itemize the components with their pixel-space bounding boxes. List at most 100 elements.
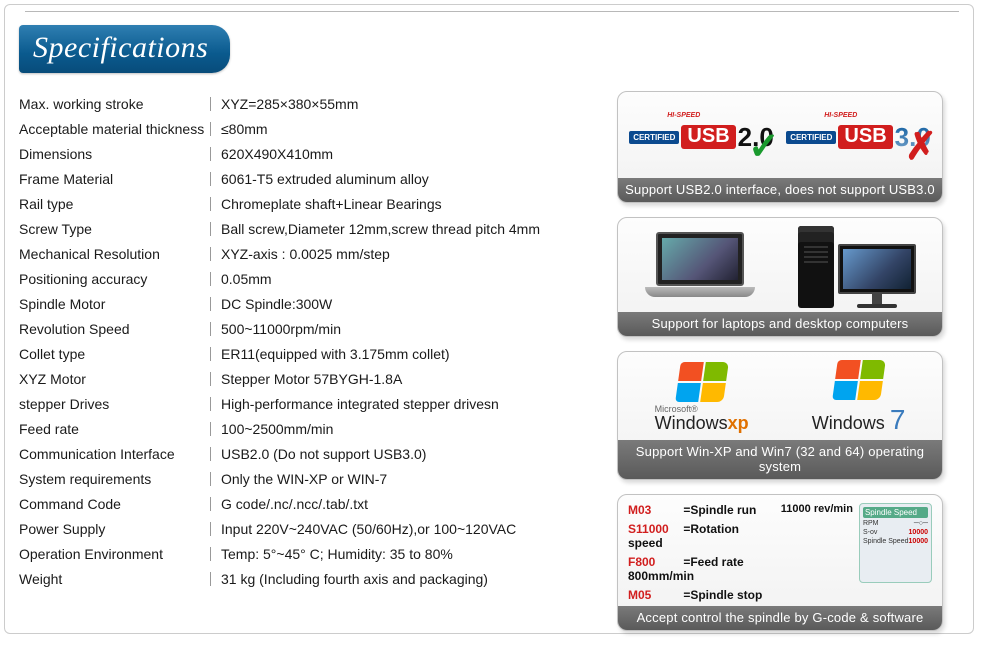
spec-row: Rail typeChromeplate shaft+Linear Bearin… xyxy=(19,191,599,216)
spec-value: 100~2500mm/min xyxy=(211,422,599,436)
cross-icon: ✗ xyxy=(905,124,937,169)
gcode-line: F800 =Feed rate 800mm/min xyxy=(628,555,775,583)
microsoft-label: Microsoft® xyxy=(655,406,749,413)
seven-suffix: 7 xyxy=(890,404,906,435)
windows-flag-icon xyxy=(832,360,886,400)
spec-value: Only the WIN-XP or WIN-7 xyxy=(211,472,599,486)
ss-value: 10000 xyxy=(909,538,928,545)
spec-label: Weight xyxy=(19,572,211,586)
spec-label: Max. working stroke xyxy=(19,97,211,111)
spec-label: Rail type xyxy=(19,197,211,211)
spec-label: Revolution Speed xyxy=(19,322,211,336)
spec-value: XYZ-axis : 0.0025 mm/step xyxy=(211,247,599,261)
spec-value: Temp: 5°~45° C; Humidity: 35 to 80% xyxy=(211,547,599,561)
spec-label: Dimensions xyxy=(19,147,211,161)
gcode-desc: =Spindle stop xyxy=(680,588,762,602)
spec-label: Acceptable material thickness xyxy=(19,122,211,136)
windows-label: Windows xyxy=(812,413,885,433)
top-divider xyxy=(25,11,959,12)
sov-label: S-ov xyxy=(863,529,877,536)
spec-row: Spindle Motor DC Spindle:300W xyxy=(19,291,599,316)
spec-label: Collet type xyxy=(19,347,211,361)
windows-flag-icon xyxy=(675,362,729,402)
spec-label: Communication Interface xyxy=(19,447,211,461)
gcode-cmd: M05 xyxy=(628,588,680,602)
spindle-panel: Spindle Speed RPM─○─ S-ov10000 Spindle S… xyxy=(859,503,932,583)
ss-label: Spindle Speed xyxy=(863,538,909,545)
spec-row: System requirements Only the WIN-XP or W… xyxy=(19,466,599,491)
spec-row: Collet type ER11(equipped with 3.175mm c… xyxy=(19,341,599,366)
page: Specifications Max. working strokeXYZ=28… xyxy=(4,4,974,634)
windows-xp-logo: Microsoft® Windowsxp xyxy=(655,362,749,434)
gcode-cmd: S11000 xyxy=(628,522,680,536)
certified-badge: CERTIFIED xyxy=(786,131,836,144)
gcode-line: S11000 =Rotation speed xyxy=(628,522,775,550)
spec-row: XYZ Motor Stepper Motor 57BYGH-1.8A xyxy=(19,366,599,391)
gcode-line: M05 =Spindle stop xyxy=(628,588,775,602)
card-usb-caption: Support USB2.0 interface, does not suppo… xyxy=(618,178,942,202)
spec-row: Weight 31 kg (Including fourth axis and … xyxy=(19,566,599,591)
spec-row: Operation Environment Temp: 5°~45° C; Hu… xyxy=(19,541,599,566)
spec-value: Input 220V~240VAC (50/60Hz),or 100~120VA… xyxy=(211,522,599,536)
spec-value: High-performance integrated stepper driv… xyxy=(211,397,599,411)
spec-value: XYZ=285×380×55mm xyxy=(211,97,599,111)
spec-row: Acceptable material thickness≤80mm xyxy=(19,116,599,141)
spec-label: Frame Material xyxy=(19,172,211,186)
spec-row: Revolution Speed 500~11000rpm/min xyxy=(19,316,599,341)
spec-row: Mechanical ResolutionXYZ-axis : 0.0025 m… xyxy=(19,241,599,266)
spec-value: 31 kg (Including fourth axis and packagi… xyxy=(211,572,599,586)
gcode-line: M03 =Spindle run xyxy=(628,503,775,517)
panel-title: Spindle Speed xyxy=(863,507,928,518)
card-computers: Support for laptops and desktop computer… xyxy=(617,217,943,337)
card-windows: Microsoft® Windowsxp Windows 7 Support W… xyxy=(617,351,943,480)
card-usb: HI-SPEED CERTIFIED USB 2.0 ✓ HI-SPEED CE… xyxy=(617,91,943,203)
spec-value: 620X490X410mm xyxy=(211,147,599,161)
gcode-desc: =Spindle run xyxy=(680,503,756,517)
spec-value: 6061-T5 extruded aluminum alloy xyxy=(211,172,599,186)
content-row: Max. working strokeXYZ=285×380×55mmAccep… xyxy=(19,91,959,631)
card-computers-body xyxy=(618,218,942,312)
gcode-note: 11000 rev/min xyxy=(781,503,853,515)
spec-row: stepper Drives High-performance integrat… xyxy=(19,391,599,416)
usb3-logo: HI-SPEED CERTIFIED USB 3.0 ✗ xyxy=(786,122,931,153)
spec-label: Screw Type xyxy=(19,222,211,236)
card-windows-body: Microsoft® Windowsxp Windows 7 xyxy=(618,352,942,440)
spec-label: Power Supply xyxy=(19,522,211,536)
usb-label: USB xyxy=(838,125,892,149)
usb2-logo: HI-SPEED CERTIFIED USB 2.0 ✓ xyxy=(629,122,774,153)
spec-value: G code/.nc/.ncc/.tab/.txt xyxy=(211,497,599,511)
sov-value: 10000 xyxy=(909,529,928,536)
spec-value: ER11(equipped with 3.175mm collet) xyxy=(211,347,599,361)
spec-value: Chromeplate shaft+Linear Bearings xyxy=(211,197,599,211)
card-gcode-caption: Accept control the spindle by G-code & s… xyxy=(618,606,942,630)
card-computers-caption: Support for laptops and desktop computer… xyxy=(618,312,942,336)
spec-value: USB2.0 (Do not support USB3.0) xyxy=(211,447,599,461)
spec-value: 0.05mm xyxy=(211,272,599,286)
desktop-icon xyxy=(798,226,916,308)
gcode-cmd: M03 xyxy=(628,503,680,517)
section-title: Specifications xyxy=(19,25,230,73)
laptop-icon xyxy=(645,232,755,302)
spec-label: System requirements xyxy=(19,472,211,486)
spec-label: XYZ Motor xyxy=(19,372,211,386)
spec-value: Ball screw,Diameter 12mm,screw thread pi… xyxy=(211,222,599,236)
card-usb-body: HI-SPEED CERTIFIED USB 2.0 ✓ HI-SPEED CE… xyxy=(618,92,942,178)
hi-speed-tag: HI-SPEED xyxy=(824,112,857,119)
gcode-lines: M03 =Spindle run S11000 =Rotation speed F8… xyxy=(628,503,775,602)
spec-value: 500~11000rpm/min xyxy=(211,322,599,336)
card-gcode-body: M03 =Spindle run S11000 =Rotation speed F8… xyxy=(618,495,942,606)
spec-row: Dimensions620X490X410mm xyxy=(19,141,599,166)
spec-value: Stepper Motor 57BYGH-1.8A xyxy=(211,372,599,386)
spec-row: Positioning accuracy 0.05mm xyxy=(19,266,599,291)
spec-label: Feed rate xyxy=(19,422,211,436)
rpm-label: RPM xyxy=(863,520,879,527)
usb-label: USB xyxy=(681,125,735,149)
xp-suffix: xp xyxy=(728,413,749,433)
spec-row: Screw TypeBall screw,Diameter 12mm,screw… xyxy=(19,216,599,241)
spec-value: ≤80mm xyxy=(211,122,599,136)
spec-label: Command Code xyxy=(19,497,211,511)
spec-label: Positioning accuracy xyxy=(19,272,211,286)
spec-row: Feed rate 100~2500mm/min xyxy=(19,416,599,441)
spec-label: Spindle Motor xyxy=(19,297,211,311)
spec-row: Communication Interface USB2.0 (Do not s… xyxy=(19,441,599,466)
